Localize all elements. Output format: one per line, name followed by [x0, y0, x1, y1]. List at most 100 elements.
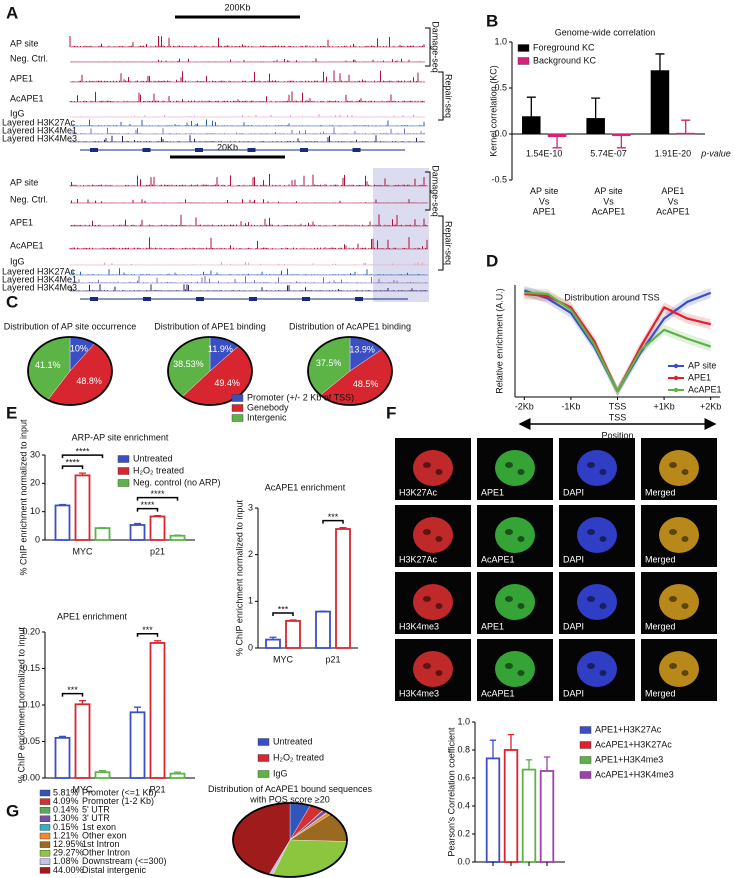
x-tick-label: AP site Vs AcAPE1	[592, 186, 626, 217]
y-tick-label: 0.20	[22, 626, 40, 636]
confidence-band	[524, 288, 711, 397]
pie-outline	[307, 336, 393, 406]
panel-label: D	[486, 251, 498, 270]
bar	[54, 504, 71, 541]
scale-label: 20Kb	[217, 142, 238, 152]
nucleus	[577, 450, 617, 486]
y-tick-label: 1.0	[457, 716, 470, 726]
y-tick-label: 10	[30, 506, 40, 516]
legend-swatch	[231, 394, 244, 402]
slice-label: 41.1%	[35, 360, 61, 370]
micrograph-label: AcAPE1	[481, 554, 515, 564]
error-bar	[99, 770, 106, 773]
nucleus	[413, 450, 453, 486]
slice-label: 48.5%	[353, 379, 379, 389]
x-tick-label: MYC	[273, 654, 294, 664]
x-tick-label: TSS	[609, 401, 627, 411]
nucleus	[659, 584, 699, 620]
assay-label: Damage-seq	[431, 165, 441, 217]
legend-label: Intergenic	[247, 412, 287, 422]
micrograph-label: APE1	[481, 487, 504, 497]
error-bar	[174, 534, 181, 536]
legend-swatch	[231, 404, 244, 412]
nucleolus	[435, 603, 443, 609]
nucleolus	[681, 536, 689, 542]
micrograph-label: H3K4me3	[399, 688, 439, 698]
micrograph-label: H3K4me3	[399, 621, 439, 631]
gene-exon	[302, 297, 310, 301]
nucleolus	[435, 469, 443, 475]
legend-swatch	[579, 771, 592, 779]
legend-swatch	[117, 467, 130, 475]
x-tick-label: AP site Vs APE1	[530, 186, 558, 217]
y-tick-label: 1.0	[494, 36, 507, 46]
error-bar	[154, 514, 161, 517]
error-bar	[174, 771, 181, 774]
track-label: Layered H3K4Me3	[2, 282, 77, 292]
nucleus	[659, 651, 699, 687]
track-label: APE1	[10, 73, 33, 83]
nucleus	[413, 651, 453, 687]
micrograph-label: DAPI	[563, 621, 584, 631]
bar	[285, 620, 301, 649]
legend-swatch	[117, 479, 130, 487]
bar	[335, 528, 351, 649]
error-bar	[526, 96, 536, 117]
legend-swatch	[39, 841, 51, 848]
gene-exon	[195, 148, 203, 152]
bar	[265, 638, 281, 649]
legend-label: Background KC	[533, 55, 597, 65]
nucleolus	[587, 462, 595, 468]
x-axis-label: Position	[601, 430, 633, 440]
significance-bracket	[136, 496, 179, 501]
nucleolus	[681, 469, 689, 475]
legend-label: AcAPE1+H3K4me3	[595, 769, 674, 779]
legend-value: 1.21%	[53, 830, 79, 840]
nucleolus	[423, 462, 431, 468]
legend-label: AcAPE1+H3K27Ac	[595, 739, 672, 749]
slice-label: 11.9%	[208, 344, 233, 354]
significance-label: ****	[140, 500, 155, 510]
bar	[94, 771, 111, 779]
legend-swatch	[39, 867, 51, 874]
panel-label: G	[6, 801, 19, 820]
legend-label: 1st Intron	[82, 839, 120, 849]
bar	[129, 524, 146, 541]
significance-label: ***	[67, 685, 78, 695]
micrograph-label: DAPI	[563, 554, 584, 564]
significance-label: ***	[278, 604, 289, 614]
panel-label: F	[386, 403, 396, 422]
bar	[676, 132, 695, 135]
p-value: 1.91E-20	[655, 148, 692, 158]
legend-label: AcAPE1	[688, 384, 722, 394]
bar	[149, 515, 166, 541]
x-tick-label: APE1 Vs AcAPE1	[656, 186, 690, 217]
track-label: AcAPE1	[10, 240, 44, 250]
legend-swatch	[257, 754, 270, 762]
track-label: Layered H3K27Ac	[2, 117, 76, 127]
y-tick-label: 0.00	[22, 772, 40, 782]
nucleolus	[505, 529, 513, 535]
error-bar	[543, 756, 551, 771]
bar	[74, 703, 91, 779]
y-axis-label: % ChIP enrichment normalized to input	[18, 419, 28, 575]
error-bar	[79, 699, 86, 705]
nucleolus	[599, 670, 607, 676]
bar	[612, 133, 631, 137]
slice-label: 13.9%	[349, 344, 375, 354]
nucleolus	[681, 603, 689, 609]
micrograph-label: Merged	[645, 554, 676, 564]
y-tick-label: 0.0	[457, 856, 470, 866]
error-bar	[681, 119, 691, 134]
legend-swatch	[579, 726, 592, 734]
error-bar	[616, 135, 626, 149]
y-tick-label: 3	[248, 502, 253, 512]
legend-value: 4.09%	[53, 796, 79, 806]
assay-bracket	[425, 171, 431, 211]
chart-title: APE1 enrichment	[57, 611, 128, 621]
micrograph-label: APE1	[481, 621, 504, 631]
bar	[485, 757, 501, 863]
y-tick-label: 0.2	[457, 828, 470, 838]
bar	[586, 118, 605, 135]
error-bar	[655, 53, 665, 71]
